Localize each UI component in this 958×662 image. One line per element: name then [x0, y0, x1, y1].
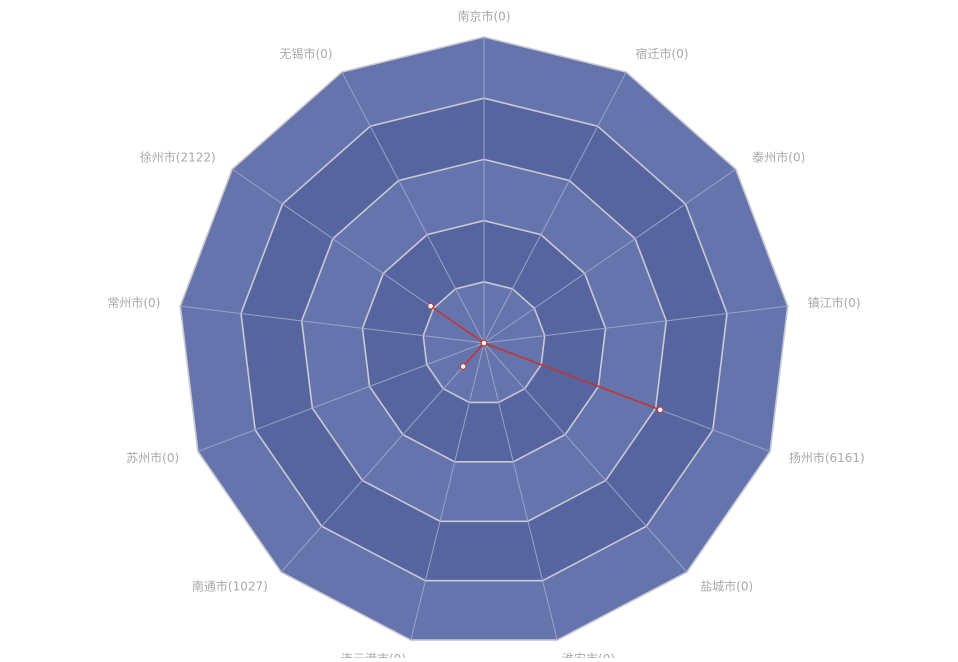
radar-indicator-label: 常州市(0) [107, 295, 160, 310]
radar-data-point[interactable] [459, 363, 467, 370]
radar-axis-line [197, 342, 485, 452]
radar-indicator-label: 镇江市(0) [808, 295, 861, 310]
radar-split-line-2 [361, 219, 607, 463]
radar-data-point[interactable] [656, 406, 664, 414]
radar-indicator-label: 盐城市(0) [700, 579, 753, 594]
radar-axis-line [180, 305, 485, 344]
radar-split-line-1 [422, 280, 546, 404]
radar-indicator-labels: 南京市(0) 宿迁市(0) 泰州市(0) 镇江市(0) 扬州市(6161) 盐城市(0) 淮… [107, 9, 865, 662]
radar-axis-line [341, 71, 485, 344]
radar-indicator-label: 扬州市(6161) [789, 450, 865, 465]
radar-indicator-label: 淮安市(0) [562, 651, 615, 658]
radar-indicator-label: 南通市(1027) [192, 579, 268, 594]
radar-indicator-label: 徐州市(2122) [140, 149, 216, 164]
radar-indicator-label: 泰州市(0) [752, 149, 805, 164]
radar-indicator-label: 宿迁市(0) [635, 46, 688, 61]
radar-axis-line [483, 168, 737, 344]
radar-indicator-label: 连云港市(0) [341, 651, 406, 658]
radar-axis-line [483, 71, 627, 344]
radar-axis-line [483, 342, 558, 641]
radar-split-lines [179, 36, 789, 641]
radar-axis-line [410, 342, 485, 641]
radar-split-line-3 [300, 158, 668, 523]
radar-series [427, 302, 664, 414]
radar-split-line-4 [240, 97, 728, 582]
radar-axis-line [280, 342, 485, 573]
radar-axis-line [483, 305, 788, 344]
radar-indicator-label: 苏州市(0) [126, 450, 179, 465]
radar-indicator-label: 南京市(0) [458, 9, 511, 24]
radar-data-point[interactable] [480, 339, 488, 347]
radar-indicator-label: 无锡市(0) [280, 46, 333, 61]
radar-split-line-5 [179, 36, 789, 641]
radar-data-point[interactable] [427, 302, 434, 310]
radar-axis-line [483, 342, 688, 573]
